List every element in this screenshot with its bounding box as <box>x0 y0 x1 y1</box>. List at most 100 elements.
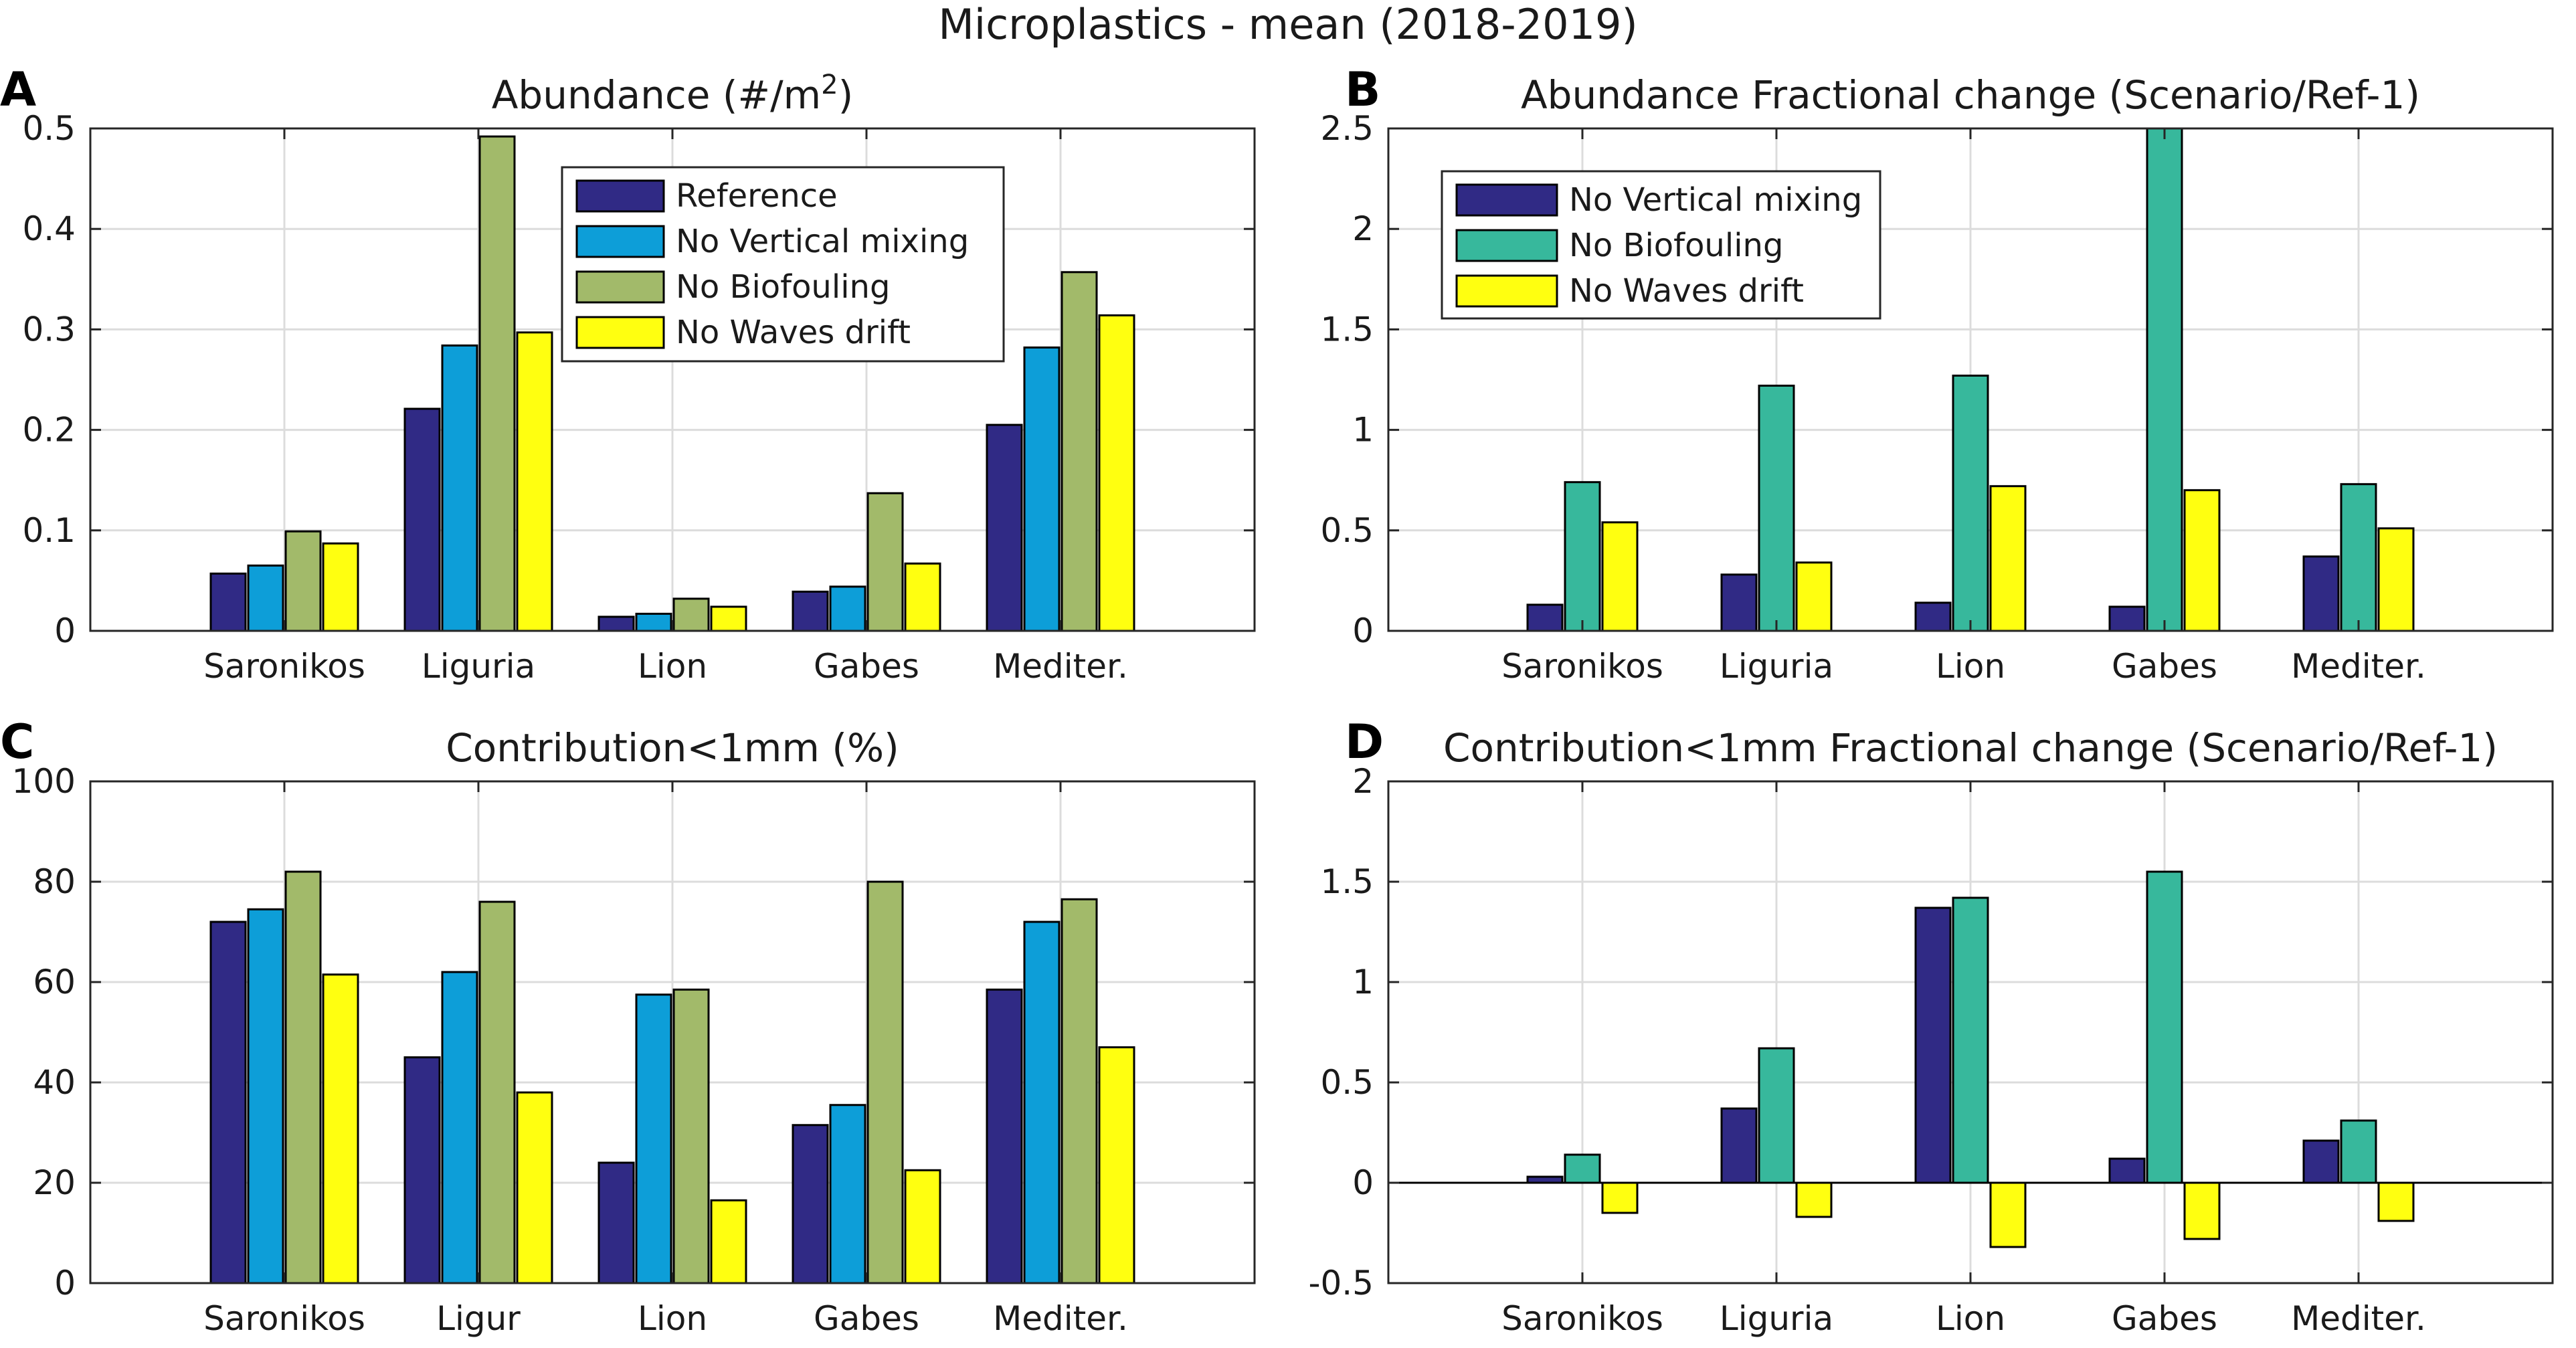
bar <box>2146 870 2183 1184</box>
bar <box>441 344 478 632</box>
bar <box>2108 1157 2146 1184</box>
x-tick-label: Lion <box>1936 1299 2005 1338</box>
bar <box>1952 374 1989 632</box>
bar <box>1989 485 2027 632</box>
bar <box>284 530 322 632</box>
bar <box>478 900 516 1284</box>
bar <box>209 572 247 632</box>
legend-swatch <box>1455 229 1558 262</box>
legend: No Vertical mixing No Biofouling No Waves … <box>1441 170 1881 320</box>
bar <box>2340 483 2377 632</box>
bar <box>1795 561 1833 632</box>
x-tick-label: Lion <box>638 647 707 686</box>
legend-swatch <box>575 270 665 304</box>
bar <box>904 562 941 632</box>
x-tick-label: Saronikos <box>1501 1299 1663 1338</box>
bar <box>672 988 710 1284</box>
bar <box>986 423 1023 632</box>
y-tick-label: 0.3 <box>22 310 76 349</box>
x-tick-label: Saronikos <box>203 1299 365 1338</box>
bar <box>2302 555 2340 632</box>
y-tick-label: 0 <box>1352 611 1374 650</box>
legend-swatch <box>575 225 665 258</box>
y-tick-label: 0 <box>54 1264 76 1303</box>
bar <box>1914 906 1952 1184</box>
bar <box>1720 573 1758 632</box>
x-tick-label: Ligur <box>436 1299 521 1338</box>
y-tick-label: -0.5 <box>1308 1264 1374 1303</box>
bar <box>516 331 553 632</box>
bar <box>1098 1046 1135 1284</box>
bar <box>284 870 322 1284</box>
legend-label: No Vertical mixing <box>1569 181 1862 219</box>
bar <box>209 921 247 1284</box>
y-tick-label: 0.5 <box>1320 511 1374 550</box>
y-tick-label: 20 <box>33 1163 76 1202</box>
bar <box>2302 1139 2340 1184</box>
x-tick-label: Liguria <box>1720 647 1833 686</box>
bar <box>247 908 284 1284</box>
y-tick-label: 0.5 <box>22 109 76 148</box>
bar <box>829 1104 866 1284</box>
bar <box>829 585 866 632</box>
x-tick-label: Gabes <box>2112 1299 2217 1338</box>
bar <box>1758 385 1795 632</box>
x-tick-label: Mediter. <box>2291 647 2426 686</box>
legend-label: No Biofouling <box>1569 227 1783 264</box>
y-tick-label: 40 <box>33 1063 76 1102</box>
bar <box>1601 1181 1639 1214</box>
bar <box>2108 605 2146 632</box>
y-tick-label: 1.5 <box>1320 310 1374 349</box>
bar <box>1061 898 1098 1284</box>
y-tick-label: 60 <box>33 963 76 1001</box>
x-tick-label: Lion <box>1936 647 2005 686</box>
panel-c: C Contribution<1mm (%) 0 20 40 60 80 100 Saronik… <box>0 714 1256 1338</box>
legend-label: Reference <box>676 177 838 215</box>
bar <box>1023 346 1061 632</box>
figure-title: Microplastics - mean (2018-2019) <box>938 0 1637 49</box>
bar <box>986 988 1023 1284</box>
y-tick-label: 0.1 <box>22 511 76 550</box>
legend-swatch <box>575 316 665 349</box>
bar <box>866 492 904 632</box>
y-tick-label: 0.5 <box>1320 1063 1374 1102</box>
bar <box>322 542 359 632</box>
bar <box>1023 921 1061 1284</box>
bar <box>1526 603 1564 632</box>
bar <box>792 590 829 632</box>
legend: Reference No Vertical mixing No Biofouling… <box>561 166 1005 363</box>
bar <box>516 1091 553 1284</box>
x-tick-label: Saronikos <box>203 647 365 686</box>
y-tick-label: 1.5 <box>1320 862 1374 901</box>
bar <box>478 135 516 632</box>
y-tick-label: 100 <box>12 762 76 801</box>
panel-label: B <box>1345 62 1380 117</box>
bar <box>1989 1181 2027 1248</box>
bar <box>403 1056 441 1284</box>
bar <box>1564 1153 1601 1184</box>
y-tick-label: 0 <box>54 611 76 650</box>
bar <box>403 407 441 632</box>
bar <box>710 605 747 632</box>
panel-title: Contribution<1mm Fractional change (Scen… <box>1443 725 2498 771</box>
panel-label: C <box>0 714 34 769</box>
y-tick-label: 2 <box>1352 762 1374 801</box>
y-tick-label: 2.5 <box>1320 109 1374 148</box>
legend-label: No Vertical mixing <box>676 223 969 260</box>
legend-swatch <box>1455 183 1558 217</box>
bar <box>1098 314 1135 632</box>
y-tick-label: 0.4 <box>22 209 76 248</box>
bar <box>710 1199 747 1284</box>
bar <box>441 971 478 1284</box>
x-tick-label: Liguria <box>422 647 535 686</box>
x-tick-label: Gabes <box>2112 647 2217 686</box>
y-tick-label: 1 <box>1352 963 1374 1001</box>
bar <box>1720 1107 1758 1184</box>
bar <box>792 1124 829 1284</box>
legend-label: No Biofouling <box>676 268 890 306</box>
bar <box>1952 896 1989 1184</box>
legend-label: No Waves drift <box>676 314 911 351</box>
bar <box>1564 481 1601 632</box>
legend-label: No Waves drift <box>1569 272 1804 310</box>
